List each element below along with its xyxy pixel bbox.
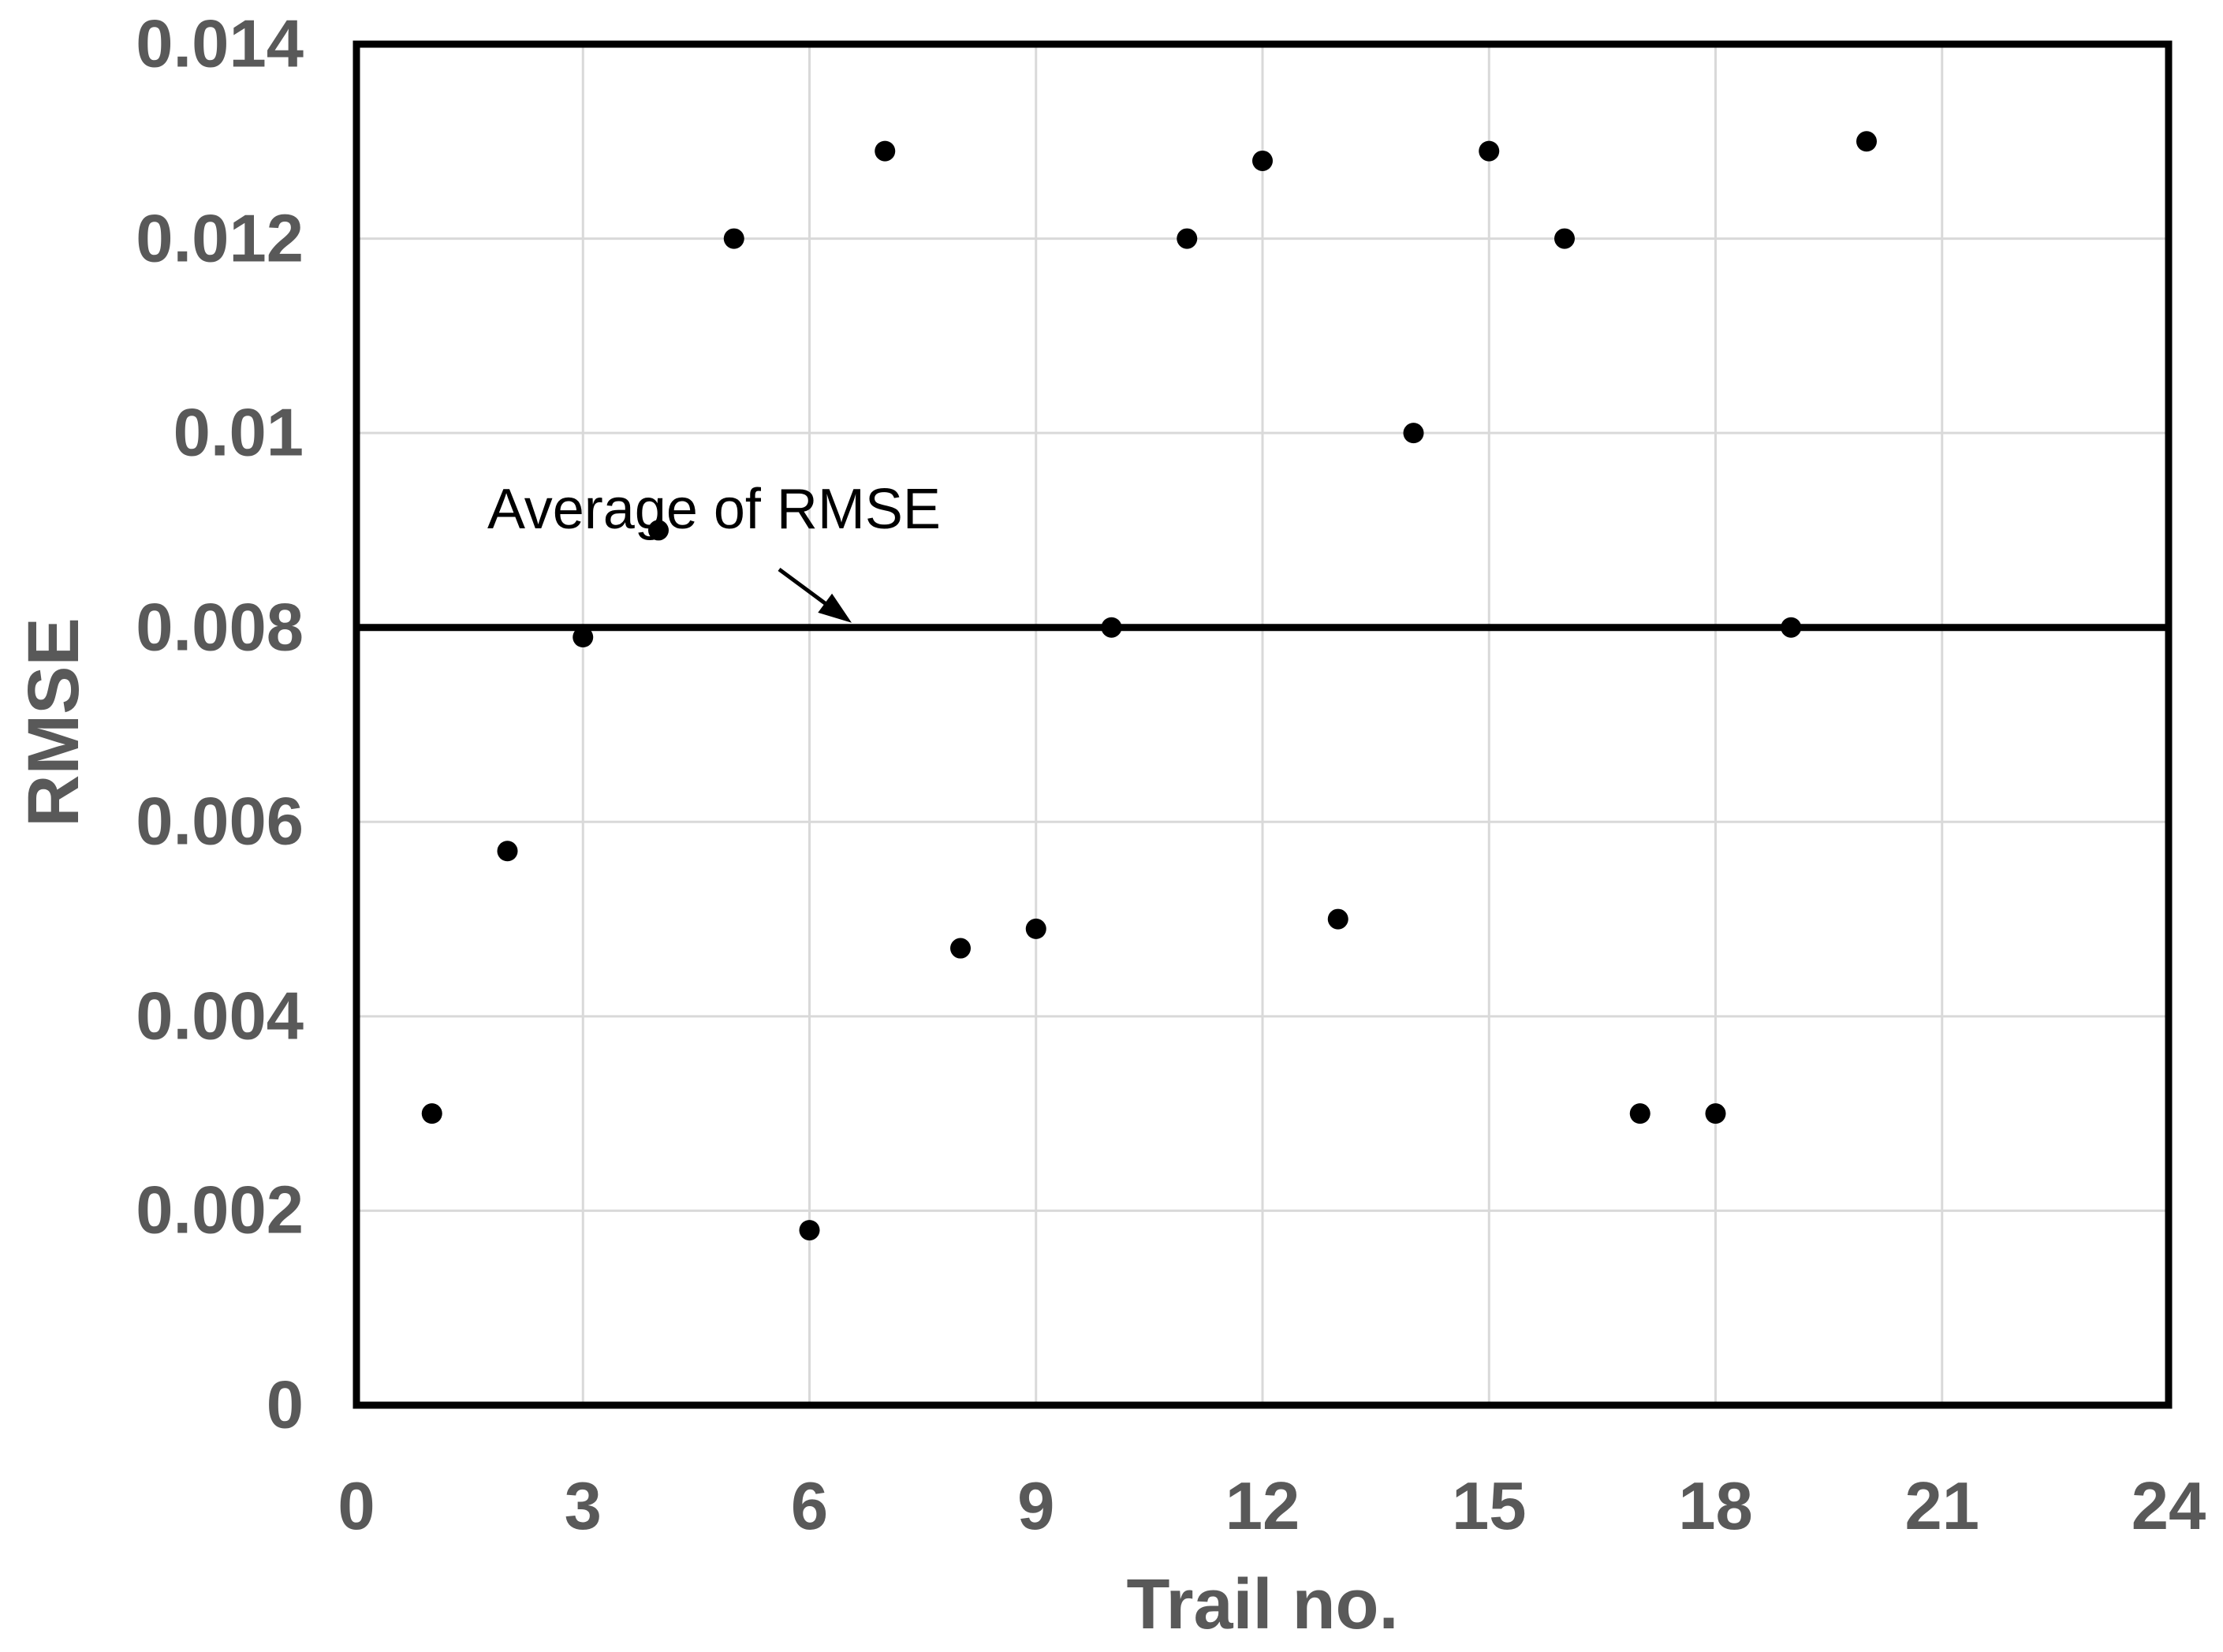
data-point <box>1101 617 1122 638</box>
data-point <box>1025 918 1046 939</box>
x-tick-label: 18 <box>1678 1469 1753 1544</box>
data-point <box>875 140 896 162</box>
average-line-annotation: Average of RMSE <box>487 478 941 541</box>
data-point <box>1479 140 1500 162</box>
data-point <box>1252 150 1273 171</box>
data-point <box>1327 908 1348 930</box>
data-point <box>1554 228 1575 249</box>
y-tick-label: 0.002 <box>136 1173 304 1248</box>
y-tick-label: 0.014 <box>136 6 304 82</box>
data-point <box>497 841 518 862</box>
data-point <box>723 228 744 249</box>
data-point <box>1781 617 1802 638</box>
annotation-arrow-head <box>818 593 852 623</box>
y-axis-title: RMSE <box>13 617 94 827</box>
x-tick-label: 24 <box>2131 1469 2206 1544</box>
x-tick-label: 0 <box>338 1469 375 1544</box>
y-tick-label: 0.008 <box>136 590 304 666</box>
y-tick-label: 0.012 <box>136 201 304 277</box>
data-point <box>1856 131 1877 152</box>
x-tick-label: 9 <box>1017 1469 1055 1544</box>
x-tick-label: 15 <box>1451 1469 1527 1544</box>
data-point <box>1629 1103 1650 1124</box>
y-tick-label: 0 <box>266 1367 304 1443</box>
x-tick-label: 12 <box>1225 1469 1300 1544</box>
y-tick-label: 0.004 <box>136 979 304 1054</box>
data-point <box>421 1103 442 1124</box>
y-tick-label: 0.006 <box>136 784 304 860</box>
data-point <box>950 938 971 959</box>
data-point <box>1177 228 1198 249</box>
data-point <box>1403 423 1424 444</box>
x-tick-label: 3 <box>564 1469 602 1544</box>
x-tick-label: 6 <box>790 1469 829 1544</box>
y-tick-label: 0.01 <box>173 395 304 471</box>
data-point <box>648 520 669 541</box>
x-tick-label: 21 <box>1904 1469 1980 1544</box>
data-point <box>799 1220 820 1241</box>
plot-frame <box>352 40 2173 1409</box>
x-axis-title: Trail no. <box>1126 1565 1399 1644</box>
data-point <box>573 627 594 648</box>
data-point <box>1705 1103 1726 1124</box>
